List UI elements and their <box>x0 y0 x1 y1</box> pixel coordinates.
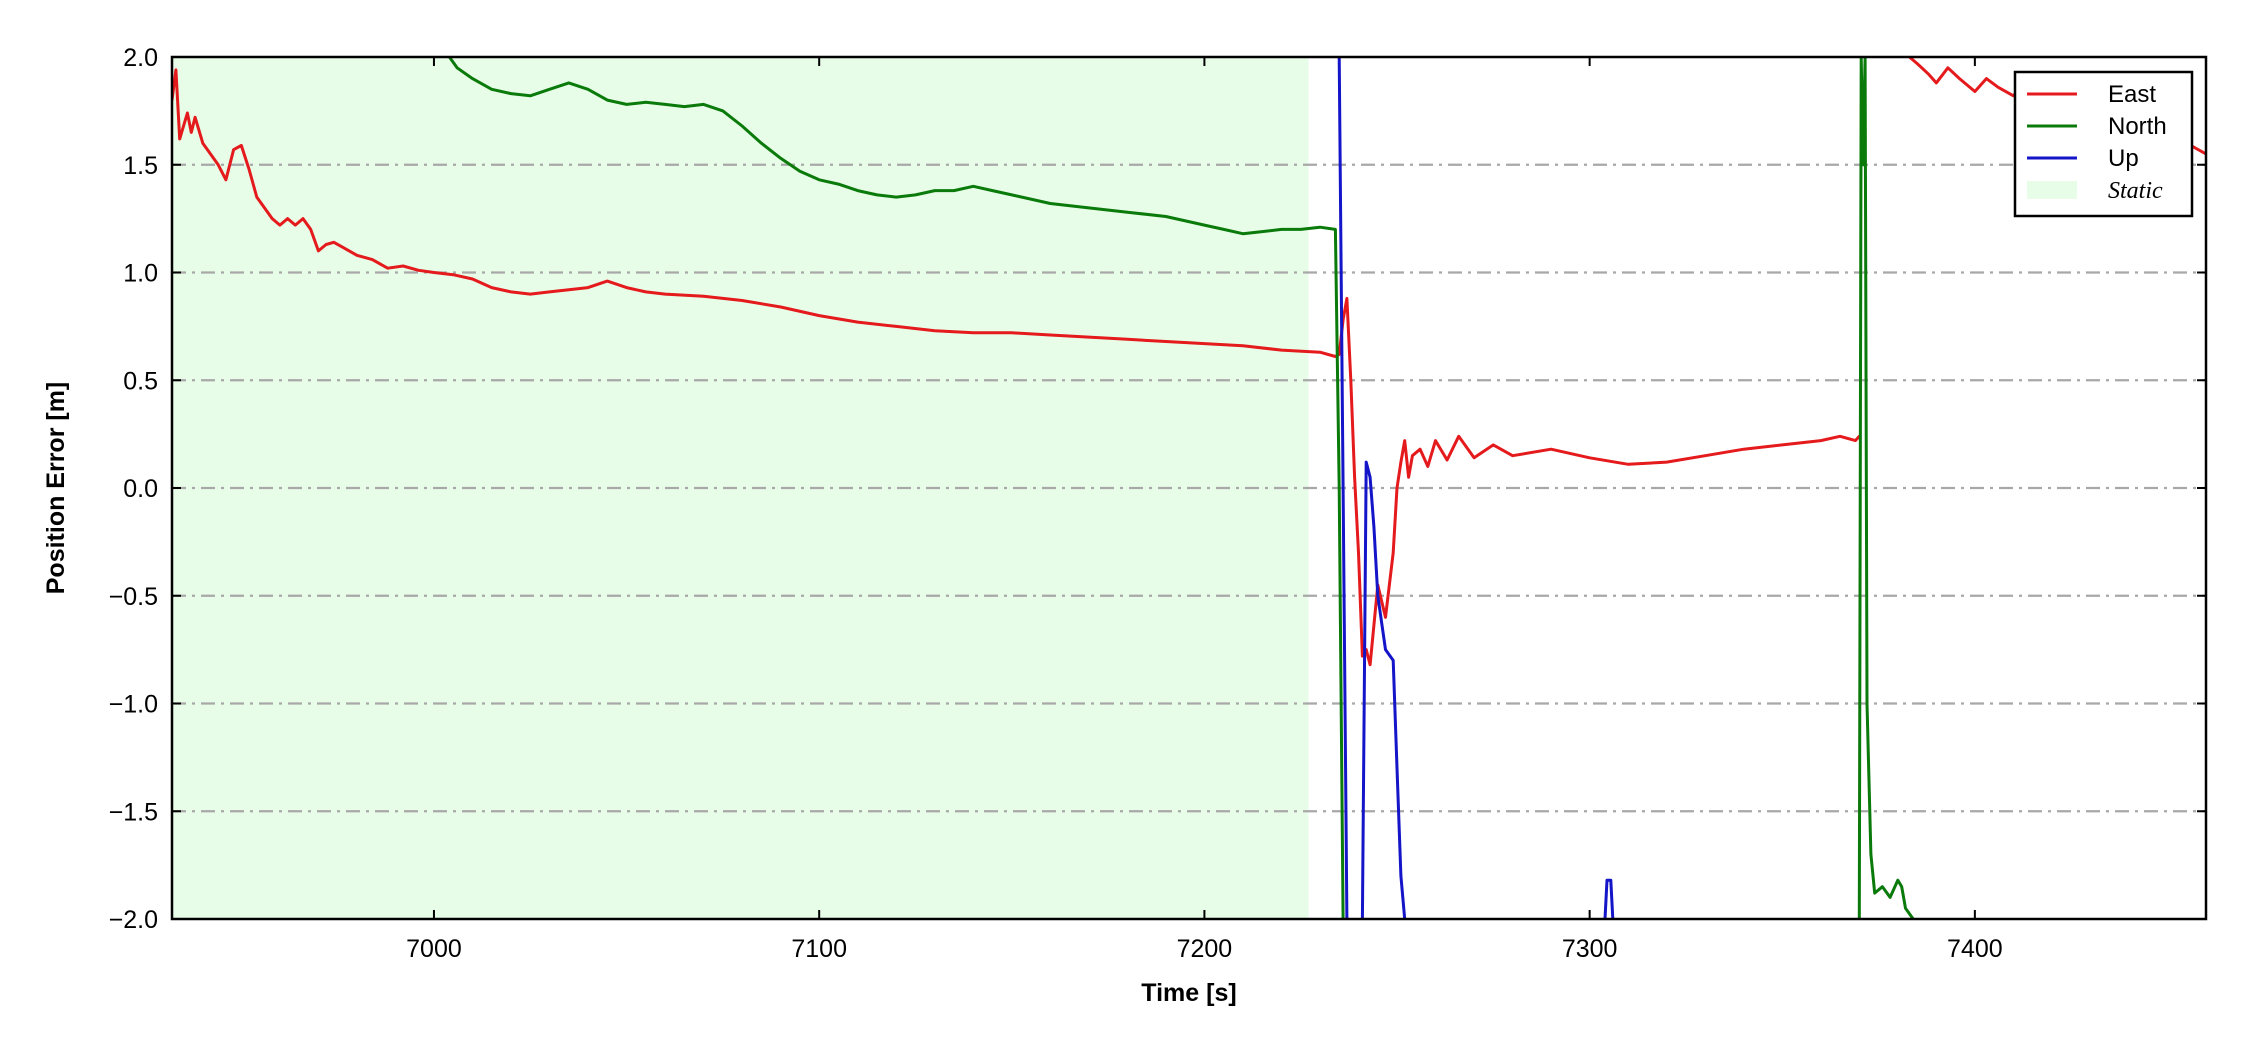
y-tick-label: 1.0 <box>123 260 158 288</box>
legend-label-east: East <box>2108 81 2156 108</box>
series-line-up <box>1337 57 1349 919</box>
y-axis-ticks: −2.0 −1.5 −1.0 −0.5 0.0 0.5 1.0 1.5 2.0 <box>109 44 2206 934</box>
x-tick-label: 7000 <box>406 935 462 963</box>
x-axis-ticks: 7000 7100 7200 7300 7400 <box>406 57 2003 963</box>
legend-label-static: Static <box>2108 178 2163 204</box>
y-tick-label: −1.5 <box>109 798 158 826</box>
series-line-north <box>1857 57 1915 919</box>
x-tick-label: 7400 <box>1947 935 2003 963</box>
y-tick-label: −2.0 <box>109 906 158 934</box>
y-tick-label: 0.0 <box>123 475 158 503</box>
x-axis-label: Time [s] <box>1141 979 1236 1007</box>
y-tick-label: −1.0 <box>109 691 158 719</box>
x-tick-label: 7300 <box>1562 935 1618 963</box>
static-region <box>172 57 1309 919</box>
x-tick-label: 7200 <box>1177 935 1233 963</box>
legend: East North Up Static <box>2013 70 2194 218</box>
series-group <box>172 57 2206 919</box>
series-line-north <box>447 57 1345 919</box>
y-tick-label: 1.5 <box>123 152 158 180</box>
series-line-up <box>1360 460 1407 919</box>
y-tick-label: −0.5 <box>109 583 158 611</box>
y-tick-label: 2.0 <box>123 44 158 72</box>
y-axis-label: Position Error [m] <box>42 382 70 595</box>
legend-swatch-static <box>2027 181 2077 199</box>
x-tick-label: 7100 <box>791 935 847 963</box>
legend-label-north: North <box>2108 113 2167 140</box>
series-line-east <box>172 68 1861 667</box>
legend-label-up: Up <box>2108 145 2139 172</box>
series-line-up <box>1603 878 1615 919</box>
y-tick-label: 0.5 <box>123 367 158 395</box>
